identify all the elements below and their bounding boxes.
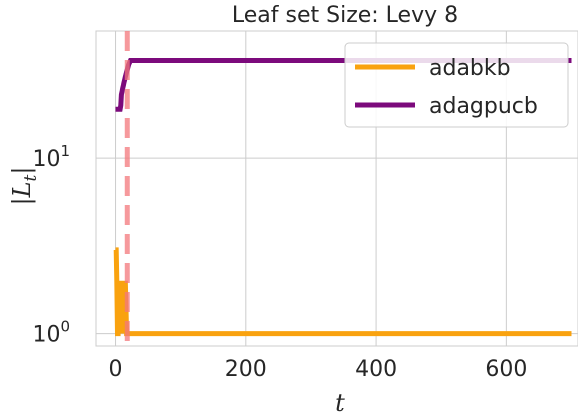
x-axis-label: t [335,389,345,417]
x-tick-label: 400 [355,357,397,382]
series-line-adabkb [113,247,572,337]
plot-frame [95,30,578,347]
x-tick-label: 600 [485,357,527,382]
x-tick-label: 200 [225,357,267,382]
x-axis-ticks: 0 200 400 600 [109,357,528,382]
legend-label-adagpucb: adagpucb [429,94,538,119]
legend: adabkb adagpucb [344,42,569,128]
y-axis-label: |Lt| [8,167,41,206]
y-tick-label: 101 [32,142,70,172]
y-tick-label: 100 [32,318,70,348]
legend-label-adabkb: adabkb [429,56,511,81]
chart-title: Leaf set Size: Levy 8 [232,3,458,28]
y-axis-ticks: 100 101 [32,142,70,348]
x-tick-label: 0 [109,357,123,382]
